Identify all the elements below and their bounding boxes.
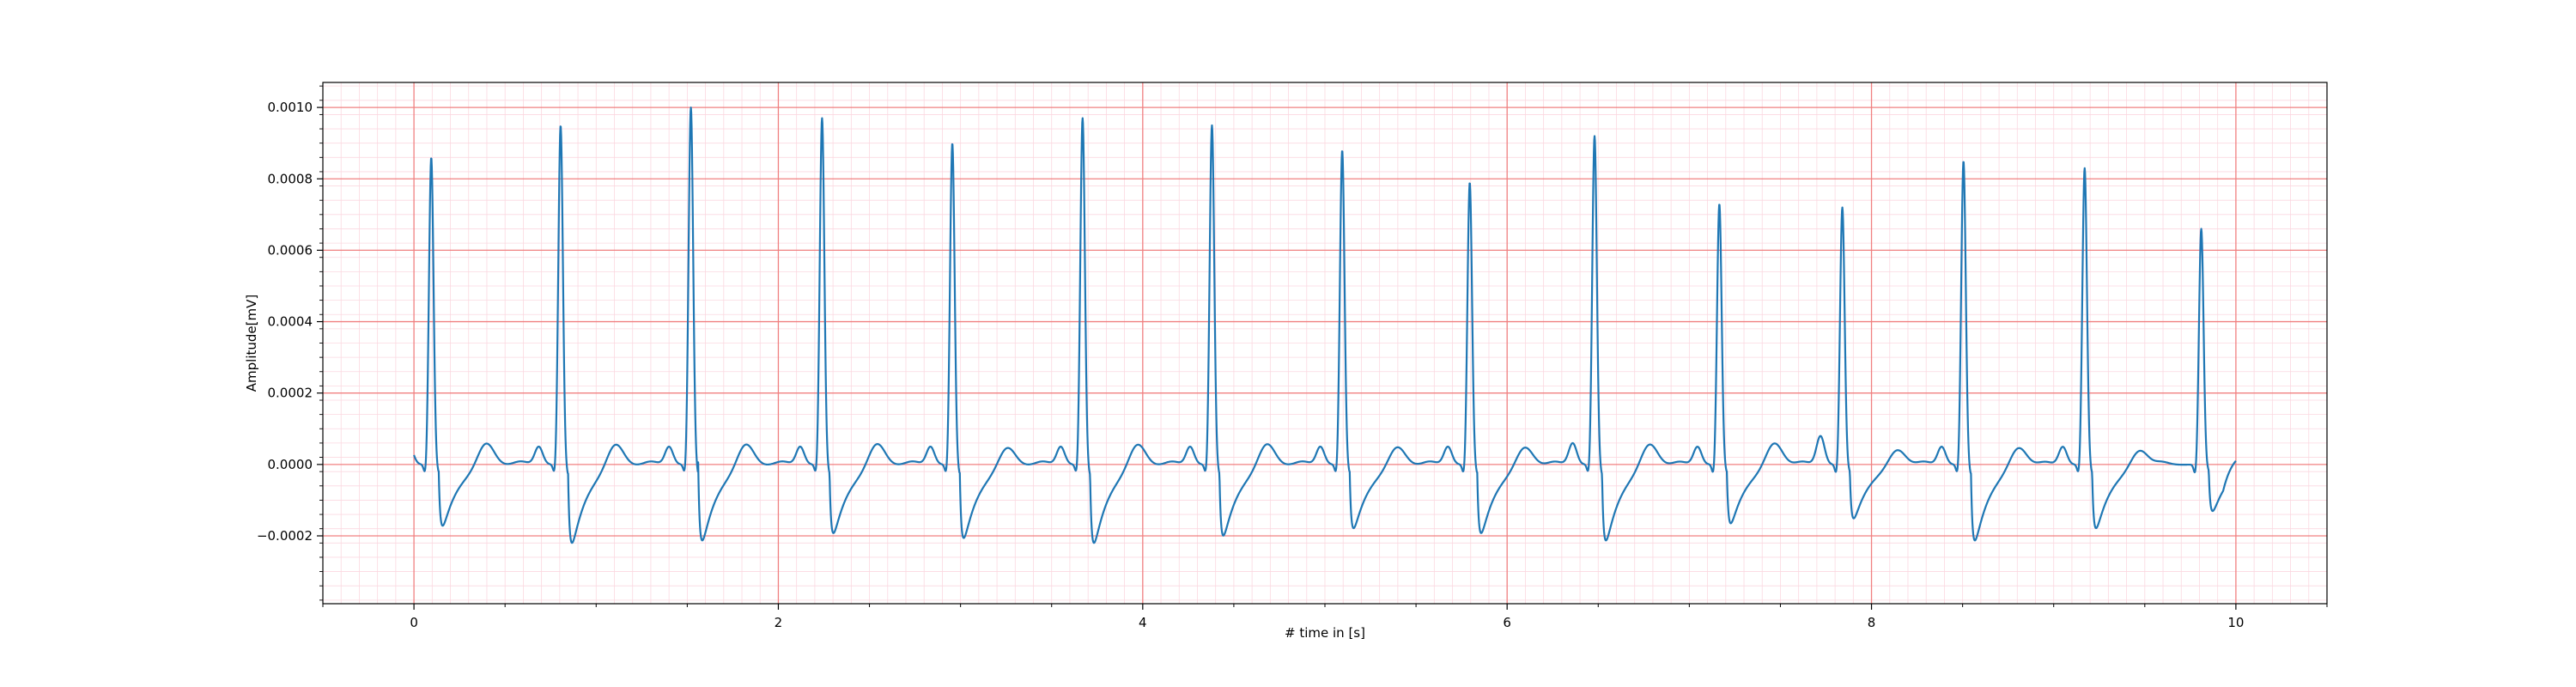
x-tick-label: 0 (410, 615, 418, 630)
x-tick-label: 8 (1868, 615, 1876, 630)
ecg-series-line (413, 106, 2237, 544)
x-axis-label: # time in [s] (1285, 625, 1365, 641)
y-tick-label: 0.0010 (268, 100, 313, 115)
x-tick-label: 10 (2227, 615, 2244, 630)
x-tick-label: 6 (1503, 615, 1511, 630)
y-tick-label: 0.0006 (268, 242, 313, 258)
y-tick-label: 0.0008 (268, 171, 313, 186)
major-grid (323, 82, 2327, 604)
y-axis-ticks: −0.0002 0.0000 0.0002 0.0004 0.0006 0.0008 0.0… (257, 85, 323, 601)
y-tick-label: 0.0004 (268, 314, 313, 330)
minor-grid (322, 82, 2328, 604)
series-layer (413, 106, 2237, 544)
y-axis-label: Amplitude[mV] (244, 295, 259, 392)
y-tick-label: 0.0002 (268, 386, 313, 401)
x-tick-label: 4 (1139, 615, 1147, 630)
x-tick-label: 2 (775, 615, 783, 630)
y-tick-label: −0.0002 (257, 528, 313, 544)
x-axis-ticks: 0 2 4 6 8 10 (322, 604, 2328, 630)
y-tick-label: 0.0000 (268, 457, 313, 472)
